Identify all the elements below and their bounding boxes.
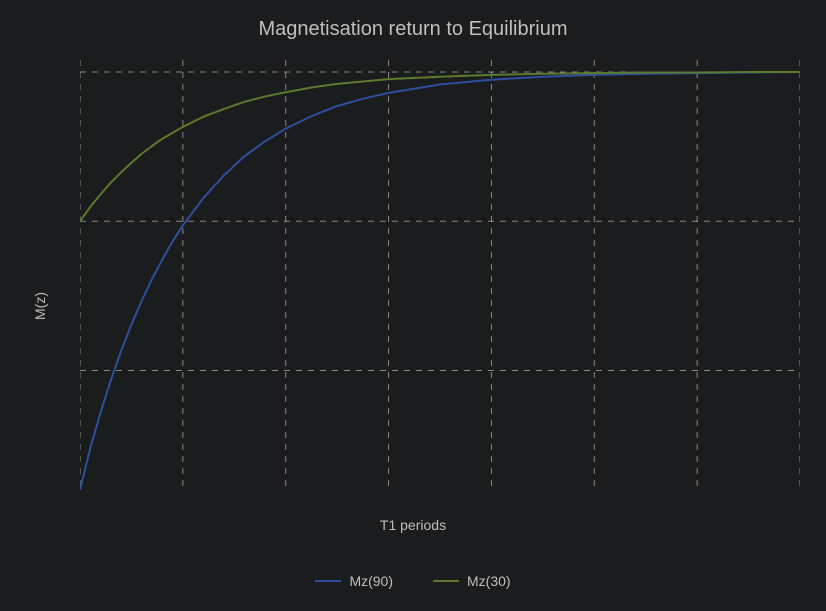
chart-container: Magnetisation return to Equilibrium M(z)… [0,0,826,611]
legend-label-mz90: Mz(90) [349,573,393,589]
legend-item-mz30: Mz(30) [433,573,511,589]
legend: Mz(90) Mz(30) [0,573,826,589]
legend-swatch-mz90 [315,580,341,582]
x-axis-label: T1 periods [0,517,826,533]
chart-title: Magnetisation return to Equilibrium [0,18,826,41]
legend-item-mz90: Mz(90) [315,573,393,589]
legend-swatch-mz30 [433,580,459,582]
legend-label-mz30: Mz(30) [467,573,511,589]
y-axis-label: M(z) [32,292,48,320]
plot-area [80,60,800,490]
